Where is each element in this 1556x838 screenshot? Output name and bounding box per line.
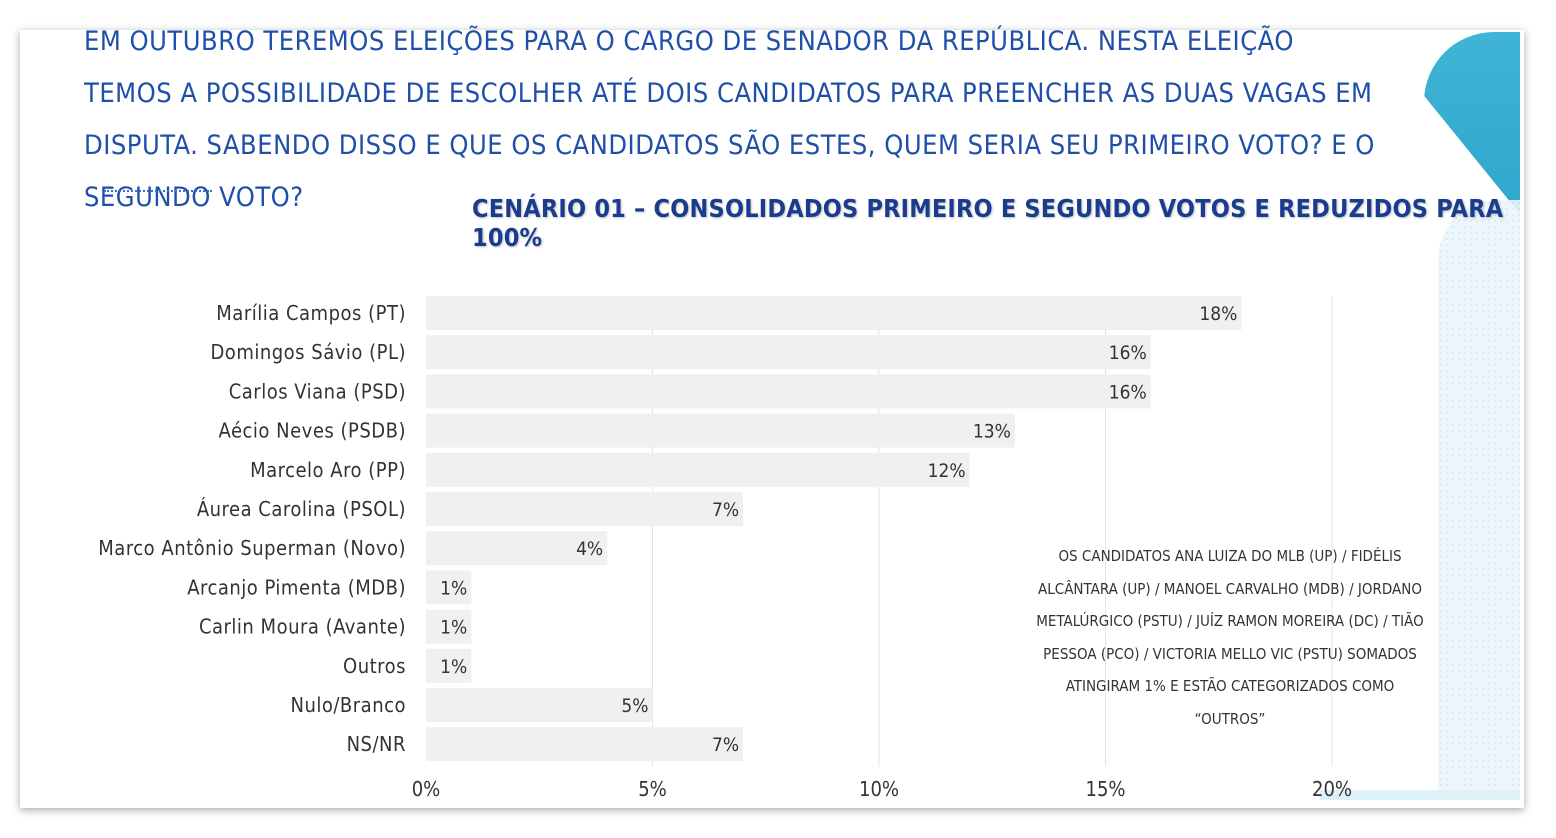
bar: [426, 648, 472, 683]
x-tick-label: 10%: [859, 777, 899, 801]
category-label: Áurea Carolina (PSOL): [197, 497, 406, 521]
data-label: 1%: [440, 577, 467, 599]
data-label: 12%: [928, 460, 966, 482]
bar: [426, 727, 744, 762]
data-label: 18%: [1199, 303, 1237, 325]
data-labels: 18% 16% 16% 13% 12% 7% 4% 1% 1% 1% 5% 7%: [440, 303, 1237, 756]
category-labels: Marília Campos (PT) Domingos Sávio (PL) Ca…: [98, 301, 407, 756]
x-axis-ticks: 0% 5% 10% 15% 20%: [412, 777, 1352, 801]
x-tick-label: 20%: [1312, 777, 1352, 801]
decorative-shape-bottom: [1438, 200, 1520, 800]
others-note: OS CANDIDATOS ANA LUIZA DO MLB (UP) / FI…: [1036, 547, 1424, 728]
data-label: 16%: [1109, 342, 1147, 364]
x-tick-label: 0%: [412, 777, 441, 801]
decorative-line: [1320, 790, 1520, 800]
category-label: Carlos Viana (PSD): [229, 379, 406, 403]
data-label: 16%: [1109, 381, 1147, 403]
bar: [426, 570, 472, 605]
category-label: Aécio Neves (PSDB): [219, 419, 407, 443]
data-label: 1%: [440, 656, 467, 678]
data-label: 7%: [712, 734, 739, 756]
category-label: Nulo/Branco: [291, 693, 407, 717]
question-text: EM OUTUBRO TEREMOS ELEIÇÕES PARA O CARGO…: [84, 26, 1375, 213]
bar: [426, 374, 1151, 409]
dotted-divider: [104, 190, 212, 192]
chart-title: CENÁRIO 01 – CONSOLIDADOS PRIMEIRO E SEG…: [472, 194, 1504, 252]
category-label: Carlin Moura (Avante): [199, 615, 406, 639]
bar: [426, 531, 608, 566]
category-label: Outros: [343, 654, 406, 678]
data-label: 13%: [973, 421, 1011, 443]
x-tick-label: 15%: [1086, 777, 1126, 801]
bars: [426, 296, 1242, 762]
data-label: 1%: [440, 617, 467, 639]
category-label: Marco Antônio Superman (Novo): [98, 536, 406, 560]
x-tick-label: 5%: [638, 777, 667, 801]
category-label: NS/NR: [347, 732, 406, 756]
bar: [426, 452, 970, 487]
category-label: Marília Campos (PT): [216, 301, 406, 325]
data-label: 7%: [712, 499, 739, 521]
category-label: Domingos Sávio (PL): [210, 340, 406, 364]
bar: [426, 413, 1015, 448]
bar: [426, 492, 744, 526]
slide-card: [20, 30, 1524, 808]
bar: [426, 296, 1242, 330]
category-label: Marcelo Aro (PP): [250, 458, 406, 482]
data-label: 4%: [576, 538, 603, 560]
bar: [426, 688, 653, 722]
category-label: Arcanjo Pimenta (MDB): [187, 575, 406, 599]
bar: [426, 335, 1151, 370]
bar: [426, 609, 472, 644]
data-label: 5%: [621, 695, 648, 717]
